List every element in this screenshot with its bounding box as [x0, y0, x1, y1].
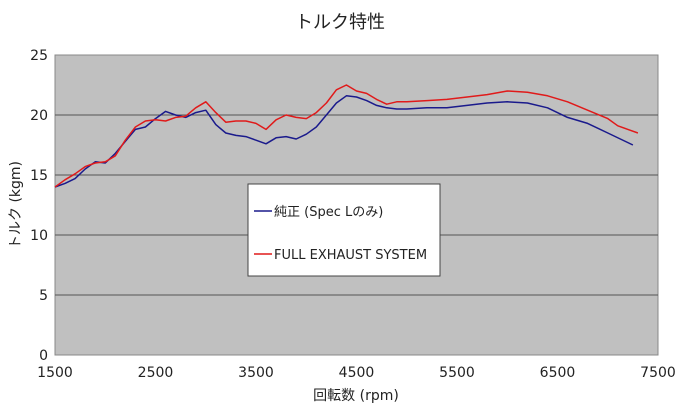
- x-tick-label: 5500: [439, 365, 475, 381]
- y-axis-label: トルク (kgm): [8, 161, 24, 249]
- y-tick-label: 10: [30, 228, 48, 244]
- x-axis-label: 回転数 (rpm): [313, 388, 399, 404]
- legend: 純正 (Spec Lのみ) FULL EXHAUST SYSTEM: [247, 183, 441, 277]
- series-line-full-exhaust: [54, 84, 639, 188]
- x-tick-label: 2500: [138, 365, 174, 381]
- x-tick-label: 3500: [238, 365, 274, 381]
- x-tick-labels: 1500 2500 3500 4500 5500 6500 7500: [37, 365, 676, 381]
- x-tick-label: 6500: [540, 365, 576, 381]
- y-tick-label: 20: [30, 108, 48, 124]
- y-tick-label: 5: [39, 288, 48, 304]
- legend-label-full-exhaust: FULL EXHAUST SYSTEM: [274, 248, 427, 263]
- y-tick-label: 25: [30, 48, 48, 64]
- chart-title: トルク特性: [295, 12, 385, 33]
- y-tick-label: 15: [30, 168, 48, 184]
- y-tick-label: 0: [39, 348, 48, 364]
- series-line-stock: [54, 95, 634, 188]
- legend-box: [247, 183, 441, 277]
- series-lines: [54, 84, 639, 188]
- x-tick-label: 7500: [640, 365, 676, 381]
- y-tick-labels: 0 5 10 15 20 25: [30, 48, 48, 364]
- legend-label-stock: 純正 (Spec Lのみ): [274, 205, 383, 220]
- x-tick-label: 1500: [37, 365, 73, 381]
- x-tick-label: 4500: [339, 365, 375, 381]
